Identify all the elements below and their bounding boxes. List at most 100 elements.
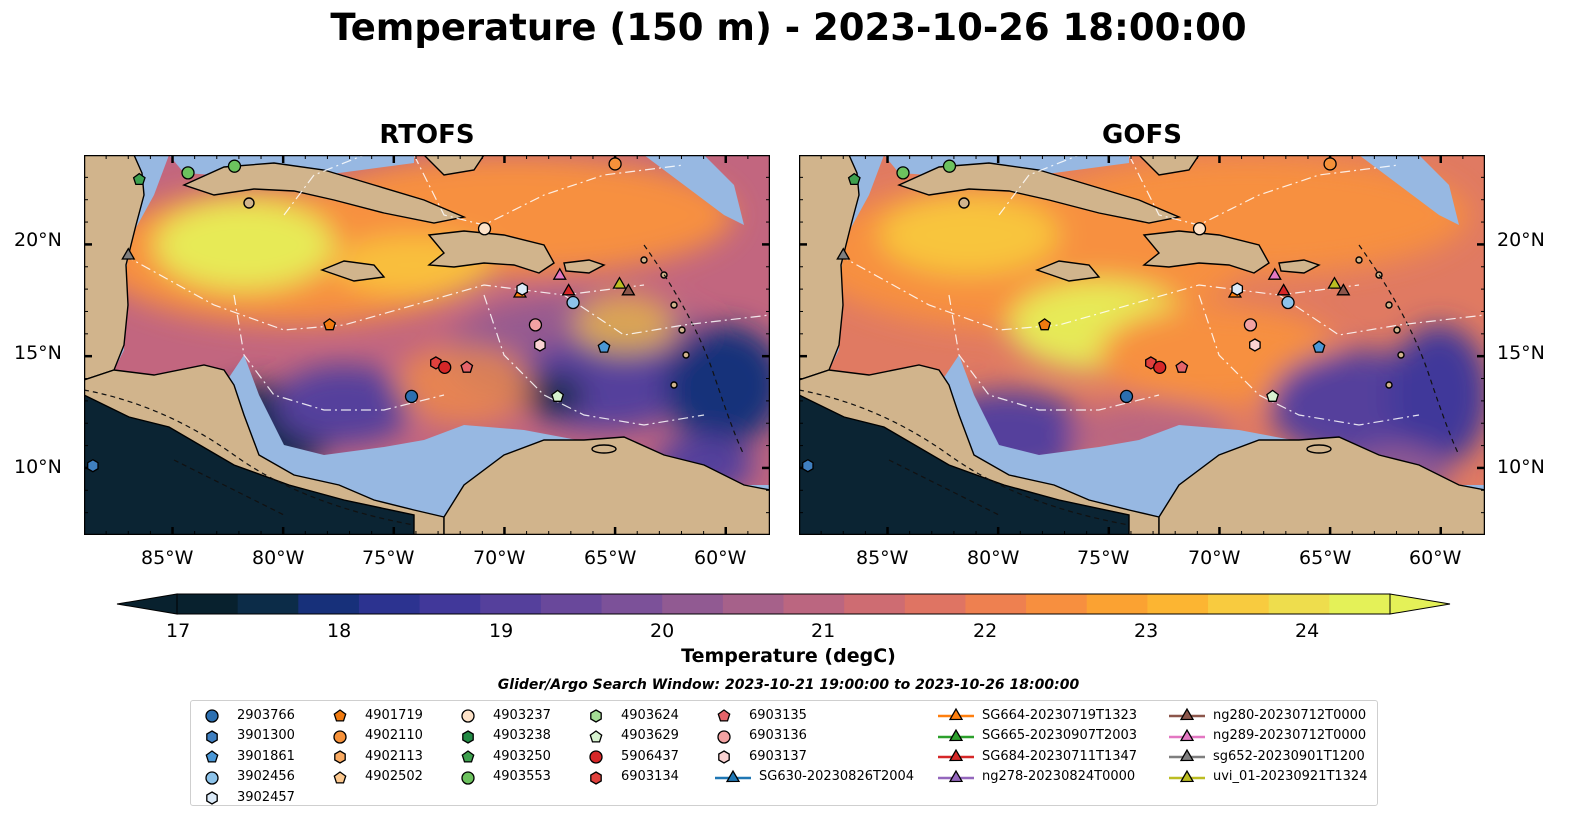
colorbar — [116, 593, 1451, 615]
colorbar-extend-max — [1389, 593, 1451, 615]
eez-boundaries — [123, 155, 770, 426]
observation-marker[interactable] — [132, 172, 146, 186]
legend-marker[interactable] — [1179, 728, 1195, 741]
observation-marker[interactable] — [552, 267, 567, 280]
observation-marker[interactable] — [612, 276, 627, 289]
observation-marker[interactable] — [516, 282, 529, 296]
observation-marker[interactable] — [608, 157, 622, 171]
map-panel-rtofs[interactable] — [84, 155, 770, 535]
observation-marker[interactable] — [621, 283, 636, 296]
observation-marker[interactable] — [847, 172, 861, 186]
legend-marker[interactable] — [461, 770, 475, 785]
bathymetry-contours — [84, 244, 745, 526]
lon-tick-label: 70°W — [1188, 547, 1241, 569]
legend-marker-icon — [938, 728, 974, 741]
observation-markers — [802, 157, 1351, 473]
observation-marker[interactable] — [1267, 267, 1282, 280]
legend-marker[interactable] — [461, 709, 475, 723]
legend-marker[interactable] — [205, 770, 219, 785]
legend-marker[interactable] — [590, 709, 602, 723]
observation-marker[interactable] — [1038, 318, 1052, 331]
legend-marker[interactable] — [206, 729, 218, 744]
legend-marker[interactable] — [1179, 769, 1195, 782]
colorbar-segment — [1086, 594, 1148, 614]
observation-marker[interactable] — [597, 340, 611, 353]
legend-marker[interactable] — [948, 748, 964, 762]
observation-marker[interactable] — [528, 318, 543, 332]
legend-label: SG630-20230826T2004 — [759, 769, 915, 784]
observation-marker[interactable] — [1323, 157, 1337, 171]
lat-tick-label: 15°N — [14, 342, 62, 364]
observation-marker[interactable] — [566, 295, 580, 310]
colorbar-segment — [1026, 594, 1088, 614]
observation-marker[interactable] — [477, 222, 492, 236]
observation-marker[interactable] — [551, 389, 565, 402]
legend-marker[interactable] — [462, 729, 474, 744]
legend-marker-icon — [938, 769, 974, 782]
colorbar-segment — [662, 594, 724, 614]
lon-tick-label: 80°W — [252, 547, 305, 569]
observation-marker[interactable] — [1175, 360, 1189, 373]
observation-marker[interactable] — [1336, 283, 1351, 296]
legend-marker[interactable] — [948, 707, 964, 721]
legend-marker[interactable] — [333, 770, 347, 784]
observation-marker[interactable] — [1119, 389, 1134, 404]
observation-marker[interactable] — [1243, 318, 1258, 332]
observation-marker[interactable] — [896, 166, 910, 180]
legend-item: SG665-20230907T2003 — [936, 726, 1137, 746]
legend-marker[interactable] — [948, 769, 964, 782]
observation-marker[interactable] — [561, 283, 576, 296]
legend-marker-icon — [589, 750, 603, 764]
legend-marker[interactable] — [206, 791, 218, 805]
observation-marker[interactable] — [1231, 282, 1244, 296]
map-frame — [799, 155, 1485, 535]
observation-marker[interactable] — [942, 159, 957, 173]
legend-marker[interactable] — [1179, 707, 1195, 721]
legend-marker[interactable] — [334, 750, 346, 764]
observation-marker[interactable] — [1249, 338, 1261, 352]
observation-marker[interactable] — [534, 338, 546, 352]
legend-label: 4903250 — [493, 748, 551, 764]
legend-marker[interactable] — [589, 750, 603, 764]
observation-marker[interactable] — [227, 159, 242, 173]
legend-marker-icon — [938, 748, 974, 762]
legend-marker[interactable] — [333, 729, 347, 744]
legend-marker[interactable] — [948, 728, 964, 741]
observation-marker[interactable] — [1192, 222, 1207, 236]
legend-item: 4903237 — [457, 705, 551, 725]
legend-item: 6903134 — [585, 767, 679, 787]
colorbar-segment — [965, 594, 1027, 614]
legend-marker-icon — [1169, 728, 1205, 741]
observation-marker[interactable] — [1281, 295, 1295, 310]
legend-marker[interactable] — [205, 709, 219, 723]
observation-marker[interactable] — [1312, 340, 1326, 353]
legend-marker[interactable] — [717, 729, 731, 744]
colorbar-tick-label: 19 — [489, 620, 514, 642]
legend-marker[interactable] — [590, 770, 602, 785]
lat-tick-label: 20°N — [1497, 229, 1545, 251]
legend-marker[interactable] — [725, 769, 741, 782]
observation-marker[interactable] — [1153, 360, 1167, 375]
observation-marker[interactable] — [181, 166, 195, 180]
legend-marker[interactable] — [333, 709, 347, 722]
observation-marker[interactable] — [460, 360, 474, 373]
observation-marker[interactable] — [1327, 276, 1342, 289]
lon-tick-label: 60°W — [694, 547, 747, 569]
map-panel-gofs[interactable] — [799, 155, 1485, 535]
observation-marker[interactable] — [1276, 283, 1291, 296]
legend-marker[interactable] — [461, 750, 475, 763]
observation-marker[interactable] — [121, 247, 136, 260]
observation-marker[interactable] — [404, 389, 419, 404]
observation-marker[interactable] — [323, 318, 337, 331]
observation-marker[interactable] — [87, 458, 99, 473]
legend-marker[interactable] — [589, 729, 603, 743]
legend-marker-icon — [206, 791, 218, 805]
legend-marker[interactable] — [718, 750, 730, 764]
observation-marker[interactable] — [1266, 389, 1280, 402]
observation-marker[interactable] — [802, 458, 814, 473]
legend-marker[interactable] — [205, 750, 219, 763]
legend-marker[interactable] — [717, 709, 731, 722]
observation-marker[interactable] — [438, 360, 452, 375]
legend-marker[interactable] — [1179, 748, 1195, 762]
observation-marker[interactable] — [836, 247, 851, 260]
